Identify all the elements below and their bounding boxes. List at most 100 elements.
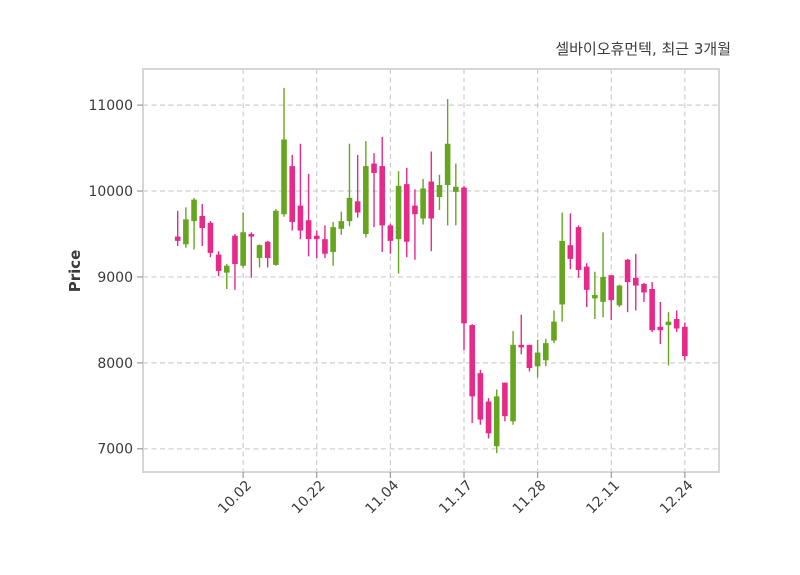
candle-body — [223, 265, 230, 273]
candle-body — [322, 239, 328, 254]
candle-down — [174, 210, 181, 247]
candle-body — [649, 288, 655, 331]
candle-down — [322, 225, 328, 259]
candle-body — [387, 225, 394, 241]
candle-body — [313, 235, 320, 240]
candle-up — [592, 271, 598, 320]
chart-title: 셀바이오휴먼텍, 최근 3개월 — [555, 40, 731, 58]
candle-down — [485, 398, 492, 439]
candle-down — [526, 344, 533, 372]
candle-body — [518, 344, 525, 348]
candle-up — [395, 171, 402, 274]
candle-down — [199, 203, 206, 247]
candle-body — [428, 181, 435, 219]
candle-down — [583, 263, 590, 308]
candle-up — [551, 310, 557, 344]
candle-down — [313, 230, 320, 259]
candle-down — [502, 382, 508, 422]
y-tick-label: 10000 — [88, 184, 133, 200]
x-tick-label: 11.17 — [436, 478, 476, 518]
candle-body — [600, 276, 606, 302]
y-tick-label: 9000 — [97, 270, 133, 286]
candle-up — [444, 99, 451, 226]
candle-body — [567, 245, 574, 259]
candle-body — [493, 396, 500, 447]
candle-body — [256, 245, 263, 259]
candle-body — [183, 219, 189, 245]
candle-down — [403, 167, 410, 258]
candle-down — [207, 221, 214, 258]
candle-down — [305, 173, 312, 257]
candle-up — [256, 244, 263, 268]
candle-body — [264, 241, 271, 259]
candle-body — [338, 221, 345, 229]
candle-body — [657, 326, 664, 331]
candle-up — [559, 212, 565, 322]
candle-up — [420, 178, 426, 225]
candle-down — [248, 232, 255, 278]
candle-body — [297, 205, 304, 231]
candle-body — [575, 227, 582, 271]
x-tick-label: 12.24 — [657, 477, 697, 517]
candle-body — [207, 222, 214, 253]
candle-body — [453, 186, 459, 192]
candle-body — [559, 240, 565, 305]
candle-body — [608, 275, 615, 301]
candle-body — [682, 326, 688, 356]
candle-up — [510, 331, 516, 425]
candle-down — [469, 324, 475, 424]
candle-up — [436, 174, 443, 210]
candle-up — [240, 212, 246, 268]
candle-down — [232, 233, 238, 290]
candle-body — [395, 185, 402, 240]
candle-body — [215, 254, 222, 271]
candle-up — [363, 141, 369, 238]
candle-down — [673, 310, 680, 332]
candle-down — [477, 369, 484, 425]
candle-down — [624, 258, 631, 313]
candle-body — [403, 184, 410, 242]
candle-up — [338, 211, 345, 235]
candle-body — [330, 227, 336, 253]
candle-down — [567, 213, 574, 270]
candle-body — [477, 373, 484, 420]
candle-body — [354, 201, 361, 213]
candle-body — [583, 266, 590, 290]
candle-up — [600, 232, 606, 318]
candle-body — [436, 185, 443, 198]
candle-body — [199, 215, 206, 228]
candle-body — [461, 187, 467, 324]
candle-body — [632, 277, 639, 286]
axis-tick-marks — [137, 104, 686, 478]
candle-down — [632, 253, 639, 311]
x-tick-label: 10.22 — [289, 478, 329, 518]
candle-body — [281, 139, 287, 215]
candle-body — [273, 210, 279, 265]
y-tick-label: 11000 — [88, 98, 133, 114]
candle-body — [526, 344, 533, 369]
candle-body — [641, 283, 647, 293]
candle-body — [420, 188, 426, 219]
candle-up — [534, 339, 541, 378]
candle-body — [534, 352, 541, 367]
plot-border — [142, 68, 720, 473]
candle-body — [444, 143, 451, 186]
candle-down — [297, 143, 304, 240]
x-tick-label: 11.04 — [363, 477, 403, 517]
candle-up — [281, 87, 287, 217]
candle-body — [305, 220, 312, 240]
candle-up — [346, 143, 353, 227]
candle-body — [592, 294, 598, 299]
axis-tick-labels: 7000 8000 9000 10000 11000 10.02 10.22 11.04 11.… — [88, 98, 696, 517]
candle-up — [223, 264, 230, 289]
candle-down — [379, 136, 385, 253]
x-tick-label: 10.02 — [215, 478, 255, 518]
candle-up — [616, 284, 623, 308]
candle-down — [371, 153, 377, 228]
candle-body — [289, 166, 296, 222]
candle-body — [232, 235, 238, 265]
candle-down — [575, 225, 582, 278]
candle-down — [264, 240, 271, 268]
candle-body — [543, 343, 549, 361]
